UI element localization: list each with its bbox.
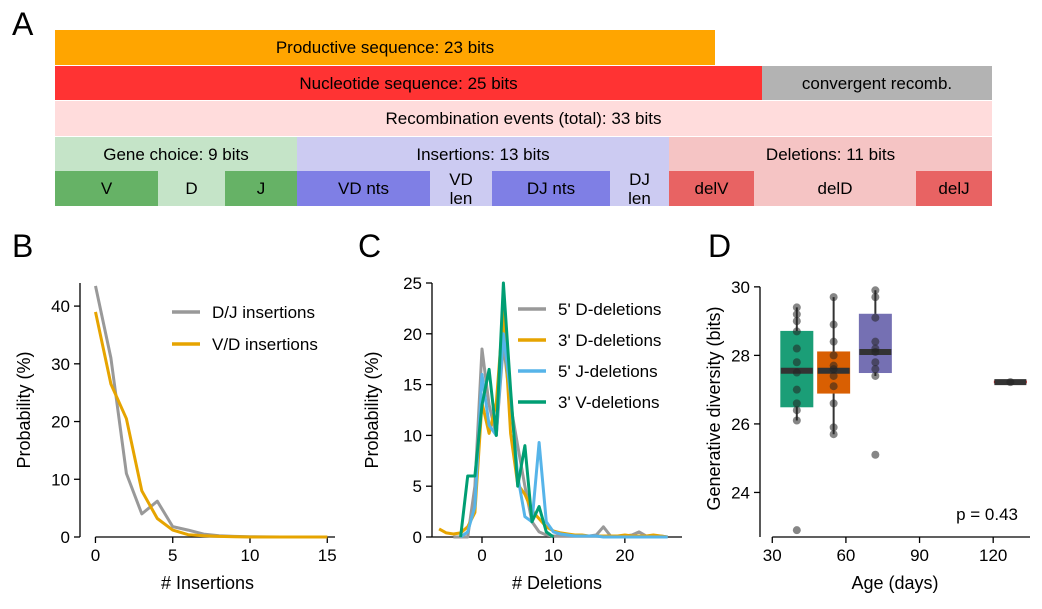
panel-d-x-tick-label: 120 <box>979 546 1007 565</box>
panel-d-point-1-9 <box>829 320 838 329</box>
panel-b-y-tick-label: 20 <box>51 413 70 432</box>
productive-sequence-bar: Productive sequence: 23 bits <box>55 30 715 65</box>
panel-b-series-line-1 <box>94 311 328 539</box>
panel-d-point-2-0 <box>871 450 880 459</box>
panel-d-y-tick-label: 28 <box>731 346 750 365</box>
convergent-recomb-bar: convergent recomb. <box>762 66 992 100</box>
panel-d-point-1-8 <box>829 337 838 346</box>
panel-c-y-tick-label: 15 <box>403 376 422 395</box>
panel-d-point-0-5 <box>792 368 801 377</box>
panel-d-point-0-1 <box>792 416 801 425</box>
panel-d-p-value: p = 0.43 <box>956 505 1018 524</box>
panel-b-legend-label-0: D/J insertions <box>212 303 315 322</box>
panel-letter-a: A <box>12 6 34 42</box>
panel-d-point-0-11 <box>792 303 801 312</box>
panel-d-x-axis-label: Age (days) <box>851 573 938 593</box>
panel-d-point-2-9 <box>871 286 880 295</box>
panel-d-point-2-5 <box>871 344 880 353</box>
panel-b-legend-label-1: V/D insertions <box>212 335 318 354</box>
panel-d-point-1-10 <box>829 293 838 302</box>
dj-nts-bar: DJ nts <box>492 171 610 206</box>
panel-b-series-line-0 <box>94 285 328 539</box>
panel-d-point-1-7 <box>829 351 838 360</box>
panel-d-x-tick-label: 60 <box>836 546 855 565</box>
panel-letter-b: B <box>12 228 34 264</box>
panel-d-point-0-7 <box>792 344 801 353</box>
panel-b-y-axis-label: Probability (%) <box>14 351 34 468</box>
panel-d-point-1-1 <box>829 423 838 432</box>
panel-letter-d: D <box>708 228 732 264</box>
panel-d-point-0-10 <box>792 310 801 319</box>
panel-d-point-0-2 <box>792 406 801 415</box>
panel-d-point-2-3 <box>871 358 880 367</box>
j-segment-bar: J <box>225 171 297 206</box>
panel-d-y-tick-label: 24 <box>731 483 750 502</box>
panel-d-point-3-0 <box>1006 378 1015 387</box>
panel-d-point-1-4 <box>829 371 838 380</box>
nucleotide-sequence-bar: Nucleotide sequence: 25 bits <box>55 66 762 100</box>
vd-len-bar: VD len <box>430 170 492 208</box>
panel-b-y-tick-label: 0 <box>61 528 70 547</box>
panel-b-x-tick-label: 5 <box>168 546 177 565</box>
panel-b-y-tick-label: 10 <box>51 470 70 489</box>
panel-c-x-tick-label: 20 <box>615 546 634 565</box>
panel-d-point-2-7 <box>871 313 880 322</box>
panel-d-point-0-0 <box>792 526 801 535</box>
dj-len-bar: DJ len <box>610 170 669 208</box>
panel-c-x-tick-label: 0 <box>477 546 486 565</box>
gene-choice-bar: Gene choice: 9 bits <box>55 137 297 171</box>
recombination-events-bar: Recombination events (total): 33 bits <box>55 101 992 136</box>
delj-bar: delJ <box>916 171 992 206</box>
panel-d-point-0-8 <box>792 327 801 336</box>
vd-nts-bar: VD nts <box>297 171 430 206</box>
panel-d-point-2-8 <box>871 293 880 302</box>
panel-d-point-0-3 <box>792 399 801 408</box>
panel-c-legend-label-2: 5' J-deletions <box>558 362 658 381</box>
panel-c-x-tick-label: 10 <box>544 546 563 565</box>
panel-d-point-0-6 <box>792 358 801 367</box>
panel-d-x-tick-label: 30 <box>763 546 782 565</box>
panel-d-point-0-9 <box>792 317 801 326</box>
panel-c-series-line-3 <box>459 281 555 539</box>
panel-c-legend-label-1: 3' D-deletions <box>558 331 661 350</box>
panel-d-x-tick-label: 90 <box>910 546 929 565</box>
panel-d-point-2-1 <box>871 371 880 380</box>
deletions-bar: Deletions: 11 bits <box>669 137 992 171</box>
panel-d-y-tick-label: 30 <box>731 278 750 297</box>
panel-b-y-tick-label: 30 <box>51 355 70 374</box>
panel-c-y-tick-label: 20 <box>403 325 422 344</box>
panel-d-point-2-6 <box>871 337 880 346</box>
panel-d-point-1-2 <box>829 399 838 408</box>
panel-d-point-1-0 <box>829 430 838 439</box>
panel-b-x-tick-label: 15 <box>318 546 337 565</box>
panel-c-legend-label-3: 3' V-deletions <box>558 393 660 412</box>
insertions-bar: Insertions: 13 bits <box>297 137 669 171</box>
panel-c-legend-label-0: 5' D-deletions <box>558 300 661 319</box>
panel-c-y-tick-label: 5 <box>413 477 422 496</box>
panel-b-x-axis-label: # Insertions <box>161 573 254 593</box>
panel-c-y-axis-label: Probability (%) <box>362 351 382 468</box>
panel-a-diagram: Productive sequence: 23 bits Nucleotide … <box>0 0 1042 215</box>
panel-b-y-tick-label: 40 <box>51 297 70 316</box>
panel-c-y-tick-label: 25 <box>403 274 422 293</box>
panel-c-x-axis-label: # Deletions <box>512 573 602 593</box>
panel-b-x-tick-label: 10 <box>241 546 260 565</box>
panel-d-point-1-6 <box>829 361 838 370</box>
v-segment-bar: V <box>55 171 158 206</box>
deld-bar: delD <box>754 171 916 206</box>
panel-d-point-0-4 <box>792 385 801 394</box>
delv-bar: delV <box>669 171 754 206</box>
panel-b-x-tick-label: 0 <box>91 546 100 565</box>
panel-c-y-tick-label: 10 <box>403 426 422 445</box>
panel-letter-c: C <box>358 228 382 264</box>
panel-d-y-tick-label: 26 <box>731 415 750 434</box>
panel-d-point-2-2 <box>871 365 880 374</box>
panel-d-y-axis-label: Generative diversity (bits) <box>704 306 724 510</box>
panel-d-point-1-3 <box>829 382 838 391</box>
d-segment-bar: D <box>158 171 225 206</box>
panel-c-y-tick-label: 0 <box>413 528 422 547</box>
